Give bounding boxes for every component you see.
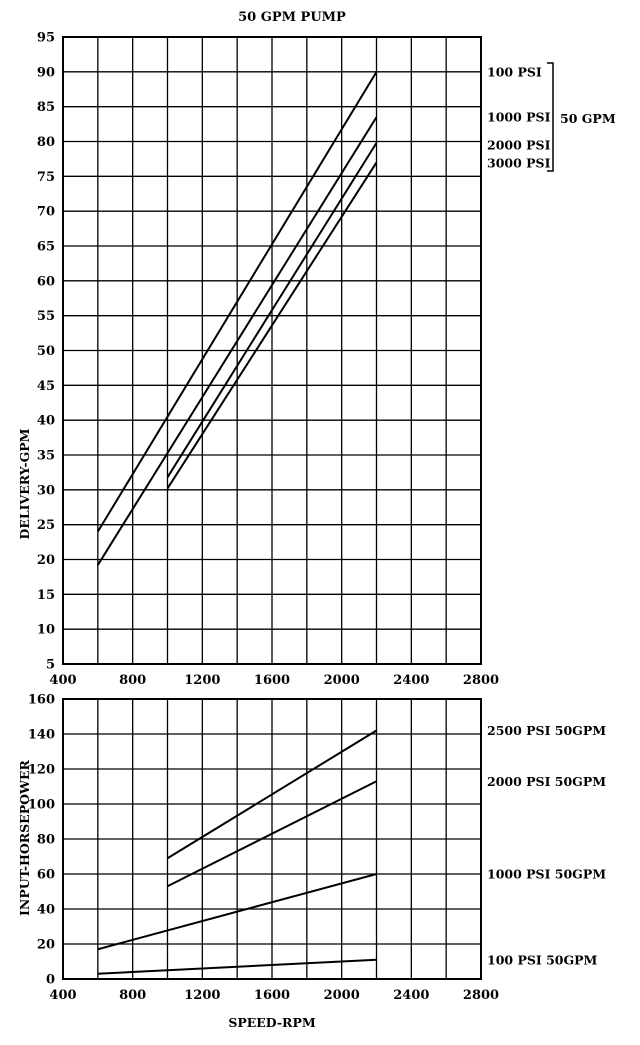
- top-y-tick-label: 95: [37, 31, 55, 46]
- chart-title: 50 GPM PUMP: [238, 10, 346, 25]
- bottom-series-label: 1000 PSI 50GPM: [487, 867, 606, 882]
- delivery-chart: 5 10 15 20 25 30 35 40 45 50 55 60 65 70 75 80 85 90 95 400…: [37, 31, 616, 689]
- top-y-tick-label: 5: [46, 658, 55, 673]
- bottom-series-line: [167, 780, 377, 888]
- top-x-tick-label: 2400: [393, 673, 429, 688]
- bottom-y-tick-label: 0: [46, 973, 55, 988]
- bottom-y-tick-label: 160: [28, 693, 55, 708]
- top-series-label: 1000 PSI: [487, 110, 551, 125]
- bottom-y-tick-label: 120: [28, 763, 55, 778]
- bottom-series-line: [97, 873, 377, 951]
- top-series-label: 2000 PSI: [487, 138, 551, 153]
- bottom-y-axis-title: INPUT-HORSEPOWER: [17, 759, 32, 915]
- top-series-label: 100 PSI: [487, 65, 542, 80]
- top-y-tick-label: 50: [37, 344, 55, 359]
- bottom-x-tick-label: 400: [49, 988, 76, 1003]
- top-series-label: 3000 PSI: [487, 156, 551, 171]
- top-y-tick-label: 75: [37, 170, 55, 185]
- bracket-label: 50 GPM: [560, 111, 616, 126]
- top-y-tick-label: 85: [37, 100, 55, 115]
- bottom-y-tick-label: 140: [28, 728, 55, 743]
- top-y-tick-label: 90: [37, 65, 55, 80]
- bottom-series-line: [166, 729, 378, 860]
- top-y-tick-label: 20: [37, 553, 55, 568]
- top-series-line: [166, 142, 378, 478]
- top-x-tick-label: 2800: [463, 673, 499, 688]
- top-y-tick-label: 10: [37, 623, 55, 638]
- bottom-series-label: 2000 PSI 50GPM: [487, 774, 606, 789]
- bottom-series-label: 100 PSI 50GPM: [487, 952, 598, 967]
- top-y-tick-label: 60: [37, 274, 55, 289]
- top-y-tick-label: 30: [37, 483, 55, 498]
- bottom-x-tick-label: 1200: [184, 988, 220, 1003]
- bottom-y-tick-label: 80: [37, 833, 55, 848]
- bottom-y-tick-label: 40: [37, 903, 55, 918]
- top-plot-frame: [62, 36, 482, 665]
- bottom-y-tick-label: 100: [28, 798, 55, 813]
- top-y-tick-label: 35: [37, 449, 55, 464]
- bottom-y-tick-label: 60: [37, 868, 55, 883]
- bottom-x-tick-label: 2000: [324, 988, 360, 1003]
- bottom-x-tick-label: 2800: [463, 988, 499, 1003]
- top-y-tick-label: 65: [37, 240, 55, 255]
- top-x-tick-label: 1200: [184, 673, 220, 688]
- top-series-line: [96, 116, 378, 566]
- psi-bracket: [547, 62, 554, 172]
- bottom-x-tick-label: 2400: [393, 988, 429, 1003]
- bottom-x-tick-label: 1600: [254, 988, 290, 1003]
- top-y-tick-label: 45: [37, 379, 55, 394]
- top-y-axis-title: DELIVERY-GPM: [17, 428, 32, 539]
- top-y-tick-label: 40: [37, 414, 55, 429]
- top-series-line: [166, 161, 378, 489]
- top-y-tick-label: 80: [37, 135, 55, 150]
- bottom-x-tick-label: 800: [119, 988, 146, 1003]
- bottom-series-line: [97, 958, 377, 975]
- top-x-tick-label: 400: [49, 673, 76, 688]
- bottom-plot-frame: [62, 698, 482, 980]
- top-y-tick-label: 70: [37, 205, 55, 220]
- top-y-tick-label: 55: [37, 309, 55, 324]
- top-y-tick-label: 15: [37, 588, 55, 603]
- top-series-line: [96, 71, 378, 533]
- top-x-tick-label: 1600: [254, 673, 290, 688]
- top-y-tick-label: 25: [37, 518, 55, 533]
- top-x-tick-label: 800: [119, 673, 146, 688]
- bottom-series-label: 2500 PSI 50GPM: [487, 723, 606, 738]
- horsepower-chart: 0 20 40 60 80 100 120 140 160 400 800 1200 1600 2000 2…: [28, 693, 606, 1004]
- bottom-y-tick-label: 20: [37, 938, 55, 953]
- top-x-tick-label: 2000: [324, 673, 360, 688]
- x-axis-title: SPEED-RPM: [228, 1015, 316, 1030]
